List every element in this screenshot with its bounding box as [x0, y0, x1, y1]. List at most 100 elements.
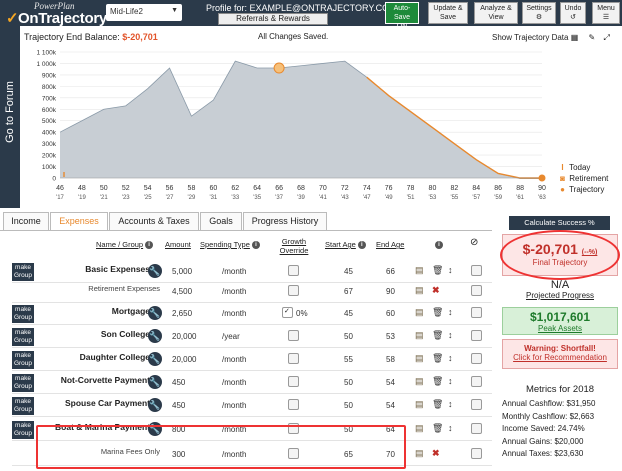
end-age-value[interactable]: 54	[386, 378, 395, 387]
end-age-value[interactable]: 64	[386, 425, 395, 434]
spending-type-value[interactable]: /month	[222, 267, 247, 276]
move-icon[interactable]: ↕	[448, 265, 453, 275]
spending-type-value[interactable]: /month	[222, 355, 247, 364]
make-group-button[interactable]: make Group	[12, 374, 34, 392]
end-age-value[interactable]: 53	[386, 332, 395, 341]
expense-name[interactable]: Spouse Car Payment	[64, 398, 150, 408]
row-select-checkbox[interactable]	[471, 423, 482, 434]
spending-type-value[interactable]: /month	[222, 401, 247, 410]
amount-value[interactable]: 450	[172, 378, 186, 387]
menu-button[interactable]: Menu ☰	[592, 2, 620, 24]
app-logo[interactable]: ✓ PowerPlan OnTrajectory	[4, 1, 107, 27]
growth-override-checkbox[interactable]	[288, 448, 299, 459]
projected-progress-box[interactable]: N/A Projected Progress	[502, 277, 618, 305]
trash-icon[interactable]: 🗑	[432, 353, 444, 363]
wrench-icon[interactable]: 🔧	[148, 329, 162, 343]
end-age-value[interactable]: 90	[386, 287, 395, 296]
start-age-value[interactable]: 65	[344, 450, 353, 459]
growth-override-checkbox[interactable]	[288, 376, 299, 387]
move-icon[interactable]: ↕	[448, 399, 453, 409]
end-age-value[interactable]: 54	[386, 401, 395, 410]
col-spending-type[interactable]: Spending Type i	[200, 240, 260, 250]
expense-name[interactable]: Son College	[100, 329, 150, 339]
trash-icon[interactable]: 🗑	[432, 307, 444, 317]
add-row-icon[interactable]: ▤	[415, 399, 424, 409]
growth-override-checkbox[interactable]	[288, 423, 299, 434]
forum-sidebar[interactable]: Go to Forum	[0, 26, 20, 208]
trash-icon[interactable]: 🗑	[432, 399, 444, 409]
end-age-value[interactable]: 58	[386, 355, 395, 364]
row-select-checkbox[interactable]	[471, 448, 482, 459]
end-age-value[interactable]: 70	[386, 450, 395, 459]
move-icon[interactable]: ↕	[448, 307, 453, 317]
col-start-age[interactable]: Start Age i	[325, 240, 366, 250]
wrench-icon[interactable]: 🔧	[148, 306, 162, 320]
trash-icon[interactable]: 🗑	[432, 376, 444, 386]
spending-type-value[interactable]: /month	[222, 450, 247, 459]
show-trajectory-data[interactable]: Show Trajectory Data ▦ ✎ ⤢	[492, 33, 610, 43]
update-save-button[interactable]: Update & Save	[428, 2, 468, 24]
recommendation-link[interactable]: Click for Recommendation	[513, 353, 607, 362]
referrals-button[interactable]: Referrals & Rewards	[218, 13, 328, 25]
amount-value[interactable]: 300	[172, 450, 186, 459]
make-group-button[interactable]: make Group	[12, 351, 34, 369]
tab-expenses[interactable]: Expenses	[50, 212, 108, 230]
wrench-icon[interactable]: 🔧	[148, 398, 162, 412]
make-group-button[interactable]: make Group	[12, 397, 34, 415]
amount-value[interactable]: 20,000	[172, 332, 197, 341]
trajectory-chart[interactable]: 1 100k 1 000k 900k 800k 700k 600k 500k 400k 300k…	[20, 44, 622, 206]
tab-accounts-taxes[interactable]: Accounts & Taxes	[109, 212, 199, 230]
spending-type-value[interactable]: /month	[222, 425, 247, 434]
move-icon[interactable]: ↕	[448, 353, 453, 363]
end-age-value[interactable]: 60	[386, 309, 395, 318]
amount-value[interactable]: 800	[172, 425, 186, 434]
col-growth-override[interactable]: Growth Override	[272, 237, 316, 255]
expand-icon[interactable]: ⤢	[603, 33, 610, 42]
move-icon[interactable]: ↕	[448, 330, 453, 340]
growth-override-value[interactable]: 0%	[296, 309, 308, 318]
no-circle-icon[interactable]: ⊘	[470, 237, 479, 248]
info-icon[interactable]: i	[357, 241, 366, 250]
start-age-value[interactable]: 55	[344, 355, 353, 364]
amount-value[interactable]: 4,500	[172, 287, 193, 296]
end-age-value[interactable]: 66	[386, 267, 395, 276]
spending-type-value[interactable]: /month	[222, 309, 247, 318]
add-row-icon[interactable]: ▤	[415, 307, 424, 317]
info-icon[interactable]: i	[251, 241, 260, 250]
row-select-checkbox[interactable]	[471, 399, 482, 410]
expense-name[interactable]: Mortgage	[111, 306, 150, 316]
wrench-icon[interactable]: 🔧	[148, 352, 162, 366]
row-select-checkbox[interactable]	[471, 265, 482, 276]
row-select-checkbox[interactable]	[471, 285, 482, 296]
growth-override-checkbox[interactable]	[288, 399, 299, 410]
calculate-success-button[interactable]: Calculate Success %	[509, 216, 610, 230]
make-group-button[interactable]: make Group	[12, 263, 34, 281]
pencil-icon[interactable]: ✎	[588, 33, 596, 42]
start-age-value[interactable]: 67	[344, 287, 353, 296]
growth-override-checkbox[interactable]	[288, 330, 299, 341]
growth-override-checkbox[interactable]	[288, 353, 299, 364]
start-age-value[interactable]: 50	[344, 332, 353, 341]
settings-button[interactable]: Settings ⚙	[522, 2, 556, 24]
tab-goals[interactable]: Goals	[200, 212, 242, 230]
peak-assets-box[interactable]: $1,017,601 Peak Assets	[502, 307, 618, 335]
start-age-value[interactable]: 45	[344, 309, 353, 318]
add-row-icon[interactable]: ▤	[415, 330, 424, 340]
close-icon[interactable]: ✖	[432, 448, 440, 458]
expense-name[interactable]: Not-Corvette Payment	[60, 375, 150, 385]
move-icon[interactable]: ↕	[448, 376, 453, 386]
expense-sub-name[interactable]: Retirement Expenses	[88, 284, 160, 293]
analyze-view-button[interactable]: Analyze & View	[474, 2, 518, 24]
spending-type-value[interactable]: /month	[222, 287, 247, 296]
add-row-icon[interactable]: ▤	[415, 285, 424, 295]
col-actions-info[interactable]: i	[433, 240, 443, 250]
growth-override-checkbox[interactable]	[282, 307, 293, 318]
trash-icon[interactable]: 🗑	[432, 265, 444, 275]
expense-name[interactable]: Daughter College	[79, 352, 150, 362]
row-select-checkbox[interactable]	[471, 330, 482, 341]
amount-value[interactable]: 20,000	[172, 355, 197, 364]
make-group-button[interactable]: make Group	[12, 305, 34, 323]
row-select-checkbox[interactable]	[471, 307, 482, 318]
expense-name[interactable]: Basic Expenses	[85, 264, 150, 274]
undo-button[interactable]: Undo ↺	[560, 2, 586, 24]
